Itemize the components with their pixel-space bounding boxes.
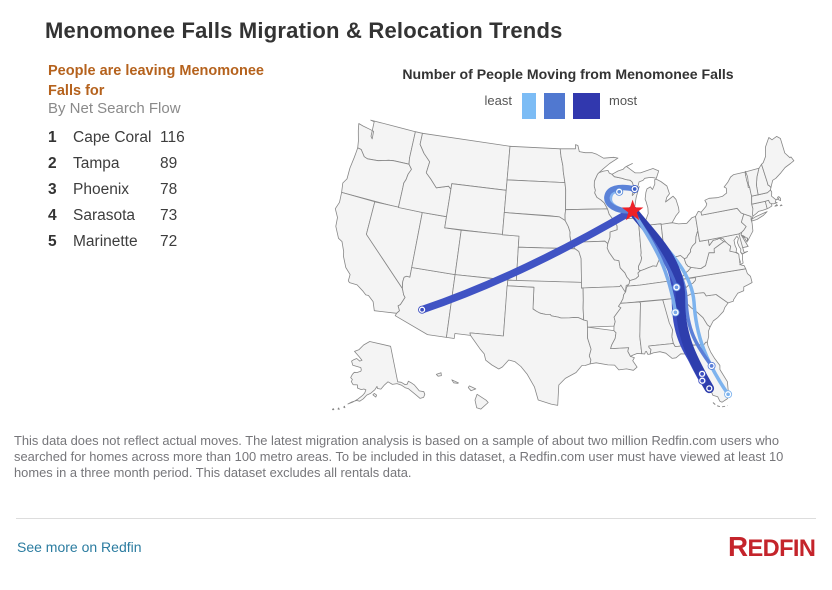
svg-text:R: R [728,531,748,561]
svg-text:EDFIN: EDFIN [748,536,816,561]
